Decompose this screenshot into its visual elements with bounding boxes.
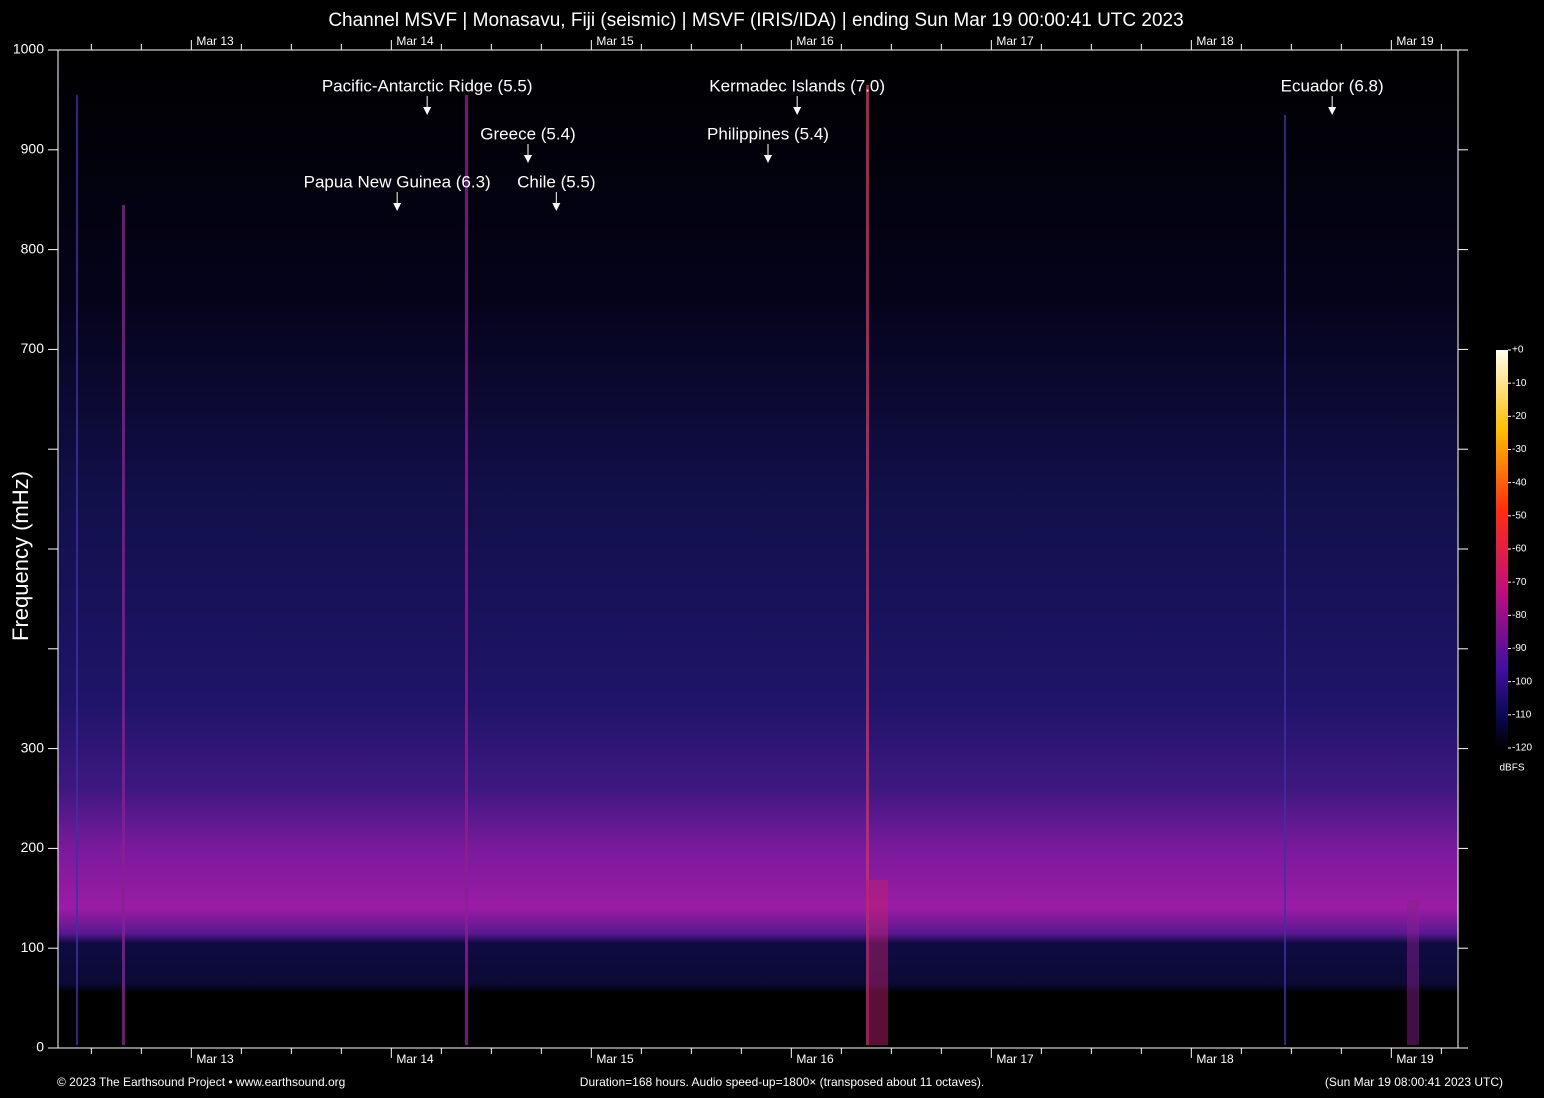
annotation-label: Papua New Guinea (6.3): [304, 172, 491, 191]
y-axis-label: Frequency (mHz): [8, 471, 33, 641]
x-tick-label: Mar 13: [196, 1052, 234, 1066]
annotation-label: Ecuador (6.8): [1281, 76, 1384, 95]
x-tick-label: Mar 16: [796, 1052, 834, 1066]
streak: [465, 95, 468, 1045]
colorbar-tick-label: -80: [1512, 610, 1527, 621]
y-tick-label: 800: [21, 240, 45, 256]
x-tick-label-top: Mar 13: [196, 34, 234, 48]
annotation-label: Philippines (5.4): [707, 124, 829, 143]
x-tick-label-top: Mar 17: [996, 34, 1034, 48]
y-tick-label: 100: [21, 939, 45, 955]
colorbar-tick-label: -50: [1512, 510, 1527, 521]
x-tick-label-top: Mar 15: [596, 34, 634, 48]
annotation-arrowhead: [524, 155, 532, 163]
y-tick-label: 900: [21, 141, 45, 157]
x-tick-label: Mar 17: [996, 1052, 1034, 1066]
colorbar-tick-label: -120: [1512, 743, 1532, 754]
footer-left: © 2023 The Earthsound Project • www.eart…: [57, 1075, 345, 1089]
y-tick-label: 300: [21, 739, 45, 755]
chart-title: Channel MSVF | Monasavu, Fiji (seismic) …: [328, 10, 1183, 31]
y-tick-label: 1000: [13, 41, 44, 57]
colorbar-label: dBFS: [1499, 763, 1524, 774]
colorbar-tick-label: -90: [1512, 643, 1527, 654]
colorbar: [1496, 350, 1508, 748]
colorbar-tick-label: -40: [1512, 477, 1527, 488]
x-tick-label: Mar 14: [396, 1052, 434, 1066]
colorbar-tick-label: -100: [1512, 676, 1532, 687]
x-tick-label-top: Mar 14: [396, 34, 434, 48]
colorbar-tick-label: -20: [1512, 411, 1527, 422]
x-tick-label-top: Mar 16: [796, 34, 834, 48]
event-streaks: [76, 85, 1419, 1045]
footer-right: (Sun Mar 19 08:00:41 2023 UTC): [1325, 1075, 1503, 1089]
colorbar-tick-label: -110: [1512, 709, 1532, 720]
spectrogram: [58, 50, 1458, 1048]
annotation-label: Pacific-Antarctic Ridge (5.5): [322, 76, 533, 95]
colorbar-tick-label: -30: [1512, 444, 1527, 455]
x-tick-label: Mar 15: [596, 1052, 634, 1066]
colorbar-tick-label: +0: [1512, 345, 1524, 356]
x-tick-label: Mar 18: [1196, 1052, 1234, 1066]
x-tick-label-top: Mar 19: [1396, 34, 1434, 48]
annotation-label: Chile (5.5): [517, 172, 595, 191]
annotation-arrowhead: [552, 203, 561, 211]
annotation-label: Kermadec Islands (7.0): [709, 76, 885, 95]
streak: [1284, 115, 1286, 1045]
streak: [76, 95, 78, 1045]
x-tick-label-top: Mar 18: [1196, 34, 1234, 48]
streak: [866, 880, 888, 1045]
x-tick-label: Mar 19: [1396, 1052, 1434, 1066]
streak: [122, 205, 125, 1045]
colorbar-tick-label: -10: [1512, 378, 1527, 389]
annotation-arrowhead: [393, 203, 402, 211]
annotation-arrowhead: [423, 107, 432, 115]
colorbar-tick-label: -60: [1512, 544, 1527, 555]
annotation-label: Greece (5.4): [480, 124, 575, 143]
y-tick-label: 200: [21, 839, 45, 855]
annotation-arrowhead: [793, 107, 802, 115]
colorbar-tick-label: -70: [1512, 577, 1527, 588]
y-tick-label: 0: [36, 1039, 44, 1055]
footer-center: Duration=168 hours. Audio speed-up=1800×…: [580, 1075, 984, 1089]
streak: [866, 85, 869, 1045]
annotation-arrowhead: [1328, 107, 1337, 115]
annotation-arrowhead: [764, 155, 772, 163]
y-tick-label: 700: [21, 340, 45, 356]
streak: [1407, 900, 1419, 1045]
